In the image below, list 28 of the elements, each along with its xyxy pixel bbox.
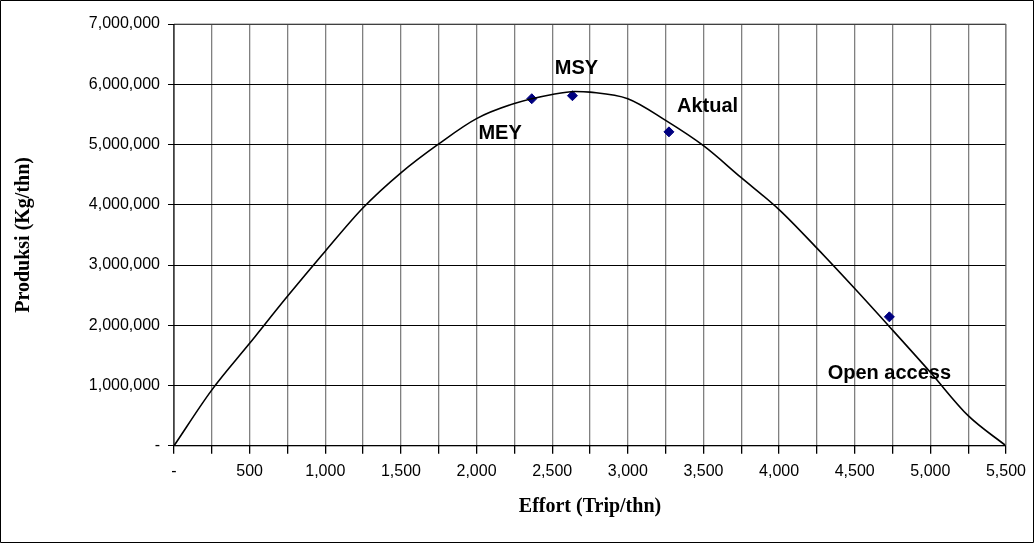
x-axis-title: Effort (Trip/thn) — [518, 494, 662, 518]
y-axis-title: Produksi (Kg/thn) — [11, 157, 35, 313]
y-tick-label: 5,000,000 — [88, 134, 161, 152]
annotation: MEY — [478, 120, 523, 143]
y-tick-label: 6,000,000 — [88, 74, 161, 92]
x-tick-label: 5,500 — [985, 461, 1027, 479]
y-tick-label: 2,000,000 — [88, 315, 161, 333]
x-tick-label: 3,000 — [607, 461, 648, 479]
x-tick-label: 2,500 — [532, 461, 573, 479]
y-tick-label: 7,000,000 — [88, 14, 161, 32]
annotation: MSY — [554, 55, 599, 78]
x-tick-label: 4,500 — [834, 461, 875, 479]
x-tick-label: - — [171, 461, 177, 479]
x-tick-label: 2,000 — [456, 461, 497, 479]
x-tick-label: 1,000 — [305, 461, 346, 479]
point — [883, 311, 895, 323]
y-tick-label: 1,000,000 — [88, 375, 161, 393]
x-tick-label: 4,000 — [759, 461, 800, 479]
x-tick-label: 3,500 — [683, 461, 724, 479]
y-tick-label: 4,000,000 — [88, 195, 161, 213]
x-tick-label: 1,500 — [380, 461, 422, 479]
y-tick-label: 3,000,000 — [88, 255, 161, 273]
annotation: Aktual — [676, 93, 739, 116]
x-tick-label: 500 — [236, 461, 264, 479]
point — [663, 126, 675, 138]
x-tick-label: 5,000 — [910, 461, 951, 479]
y-tick-label: - — [154, 436, 160, 454]
point — [566, 90, 578, 102]
